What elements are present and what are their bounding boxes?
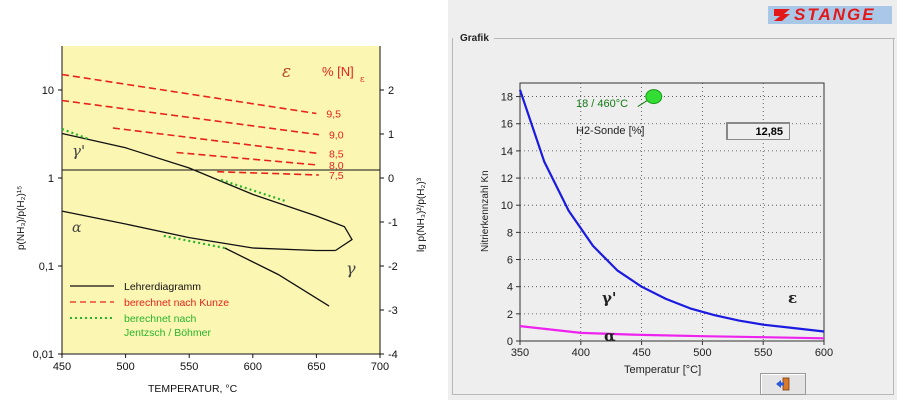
y-right-tick-label: -4 [388, 349, 398, 361]
epsilon-phase-label: ε [282, 62, 291, 82]
y-right-tick-label: 0 [388, 173, 394, 185]
grafik-group-title: Grafik [460, 33, 489, 44]
x-tick-label: 450 [53, 361, 71, 373]
nitrogen-subscript: ε [360, 75, 365, 85]
series-line [224, 247, 330, 307]
gamma-prime-label: γ' [602, 289, 617, 307]
y-axis-label: Nitrierkennzahl Kn [480, 170, 491, 252]
y-left-tick-label: 0,1 [39, 261, 54, 273]
y-tick-label: 4 [507, 282, 513, 294]
x-tick-label: 600 [244, 361, 262, 373]
y-left-tick-label: 10 [42, 85, 54, 97]
kn-curve-alpha [519, 325, 825, 340]
gamma-phase-label: γ [346, 259, 356, 278]
nitrier-chart: 350 400 450 500 550 600 0 2 4 6 8 10 12 14 16 18 18 / 4… [480, 82, 833, 376]
y-tick-label: 0 [507, 336, 513, 348]
x-tick-label: 550 [180, 361, 198, 373]
x-tick-label: 500 [116, 361, 134, 373]
x-axis-label: Temperatur [°C] [624, 364, 701, 376]
y-right-tick-label: 2 [388, 85, 394, 97]
legend-label-jentzsch-2: Jentzsch / Böhmer [124, 327, 211, 339]
x-tick-label: 600 [815, 347, 833, 359]
series-line [112, 127, 319, 155]
y-tick-label: 2 [507, 309, 513, 321]
stange-logo: STANGE [768, 5, 892, 24]
series-line [61, 210, 336, 252]
plot-background [62, 46, 380, 354]
brand-name: STANGE [794, 5, 876, 24]
y-tick-label: 6 [507, 255, 513, 267]
x-tick-label: 350 [511, 347, 529, 359]
y-tick-label: 14 [501, 146, 513, 158]
y-tick-label: 10 [501, 200, 513, 212]
y-tick-label: 12 [501, 173, 513, 185]
x-tick-label: 650 [307, 361, 325, 373]
alpha-phase-label: α [72, 220, 82, 236]
h2-sonde-value-field: 12,85 [726, 122, 790, 140]
lehrer-diagram-panel: 450 500 550 600 650 700 10 1 0,1 0,01 2 1 0 -1 -2 -3 -4 … [0, 0, 448, 400]
x-tick-label: 450 [632, 347, 650, 359]
legend-label-teacher: Lehrerdiagramm [124, 281, 201, 293]
y-tick-label: 8 [507, 227, 513, 239]
y-left-tick-label: 1 [48, 173, 54, 185]
exit-button[interactable] [760, 373, 806, 395]
exit-door-icon [776, 377, 790, 391]
y-axis-label-right: lg p(NH₃)²/p(H₂)³ [416, 177, 427, 252]
operating-point-marker [645, 89, 663, 105]
epsilon-label: ε [788, 289, 797, 307]
h2-sonde-label: H2-Sonde [%] [576, 125, 644, 137]
nitrogen-level-label: 9,5 [326, 109, 341, 121]
series-line [61, 73, 317, 115]
grafik-group-frame [452, 38, 894, 395]
y-axis-label-left: p(NH₃)/p(H₂)¹⁵ [16, 186, 27, 250]
legend-label-kunze: berechnet nach Kunze [124, 297, 229, 309]
annotation-temp-label: 18 / 460°C [576, 98, 628, 110]
h2-sonde-value: 12,85 [755, 126, 783, 138]
series-line [217, 170, 319, 176]
y-tick-label: 16 [501, 119, 513, 131]
legend-label-jentzsch-1: berechnet nach [124, 313, 197, 325]
x-tick-label: 400 [572, 347, 590, 359]
x-axis-label: TEMPERATUR, °C [148, 383, 238, 395]
lehrer-diagram-chart: 450 500 550 600 650 7001010,10,01210-1-2-3-4 … [16, 46, 427, 395]
y-right-tick-label: 1 [388, 129, 394, 141]
y-tick-label: 18 [501, 92, 513, 104]
series-line [220, 178, 285, 202]
x-tick-label: 700 [371, 361, 389, 373]
x-tick-label: 550 [754, 347, 772, 359]
y-right-tick-label: -2 [388, 261, 398, 273]
nitrogen-level-label: 9,0 [329, 130, 344, 142]
x-tick-label: 500 [693, 347, 711, 359]
nitrogen-level-label: 8,0 [329, 160, 344, 172]
grafik-group-divider [494, 38, 895, 39]
series-line [61, 99, 320, 136]
nitrogen-level-label: 7,5 [329, 170, 344, 182]
nitrogen-level-label: 8,5 [329, 148, 344, 160]
series-line [176, 151, 319, 166]
gamma-prime-phase-label: γ' [72, 142, 85, 160]
alpha-label: α [604, 327, 616, 345]
series-line [61, 132, 353, 252]
y-right-tick-label: -1 [388, 217, 398, 229]
kn-curve-main [518, 89, 825, 333]
y-right-tick-label: -3 [388, 305, 398, 317]
nitrogen-header: % [N] [322, 64, 354, 79]
plot-frame [519, 82, 825, 342]
y-left-tick-label: 0,01 [33, 349, 54, 361]
stange-grafik-panel: STANGE Grafik 350 400 450 500 550 600 0 2 4 6 8 10 1… [448, 0, 897, 400]
legend: Lehrerdiagramm berechnet nach Kunze bere… [70, 281, 229, 339]
stange-logo-mark-icon [774, 9, 790, 21]
series-line [163, 234, 226, 250]
